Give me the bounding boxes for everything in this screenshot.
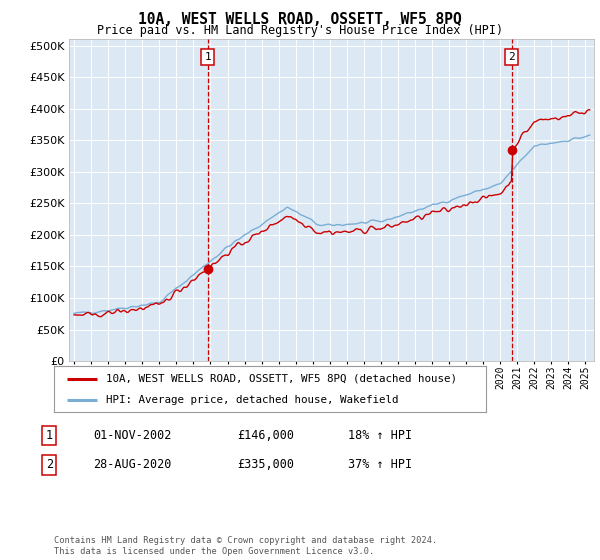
Text: £146,000: £146,000 xyxy=(237,429,294,442)
Text: Contains HM Land Registry data © Crown copyright and database right 2024.
This d: Contains HM Land Registry data © Crown c… xyxy=(54,536,437,556)
Text: 28-AUG-2020: 28-AUG-2020 xyxy=(93,458,172,472)
Text: HPI: Average price, detached house, Wakefield: HPI: Average price, detached house, Wake… xyxy=(106,395,398,405)
Text: Price paid vs. HM Land Registry's House Price Index (HPI): Price paid vs. HM Land Registry's House … xyxy=(97,24,503,36)
Text: 1: 1 xyxy=(46,429,53,442)
Text: 01-NOV-2002: 01-NOV-2002 xyxy=(93,429,172,442)
Text: 2: 2 xyxy=(46,458,53,472)
Text: 2: 2 xyxy=(508,52,515,62)
Text: 37% ↑ HPI: 37% ↑ HPI xyxy=(348,458,412,472)
Text: 1: 1 xyxy=(204,52,211,62)
Text: 10A, WEST WELLS ROAD, OSSETT, WF5 8PQ: 10A, WEST WELLS ROAD, OSSETT, WF5 8PQ xyxy=(138,12,462,27)
Text: £335,000: £335,000 xyxy=(237,458,294,472)
Text: 18% ↑ HPI: 18% ↑ HPI xyxy=(348,429,412,442)
Text: 10A, WEST WELLS ROAD, OSSETT, WF5 8PQ (detached house): 10A, WEST WELLS ROAD, OSSETT, WF5 8PQ (d… xyxy=(106,374,457,384)
